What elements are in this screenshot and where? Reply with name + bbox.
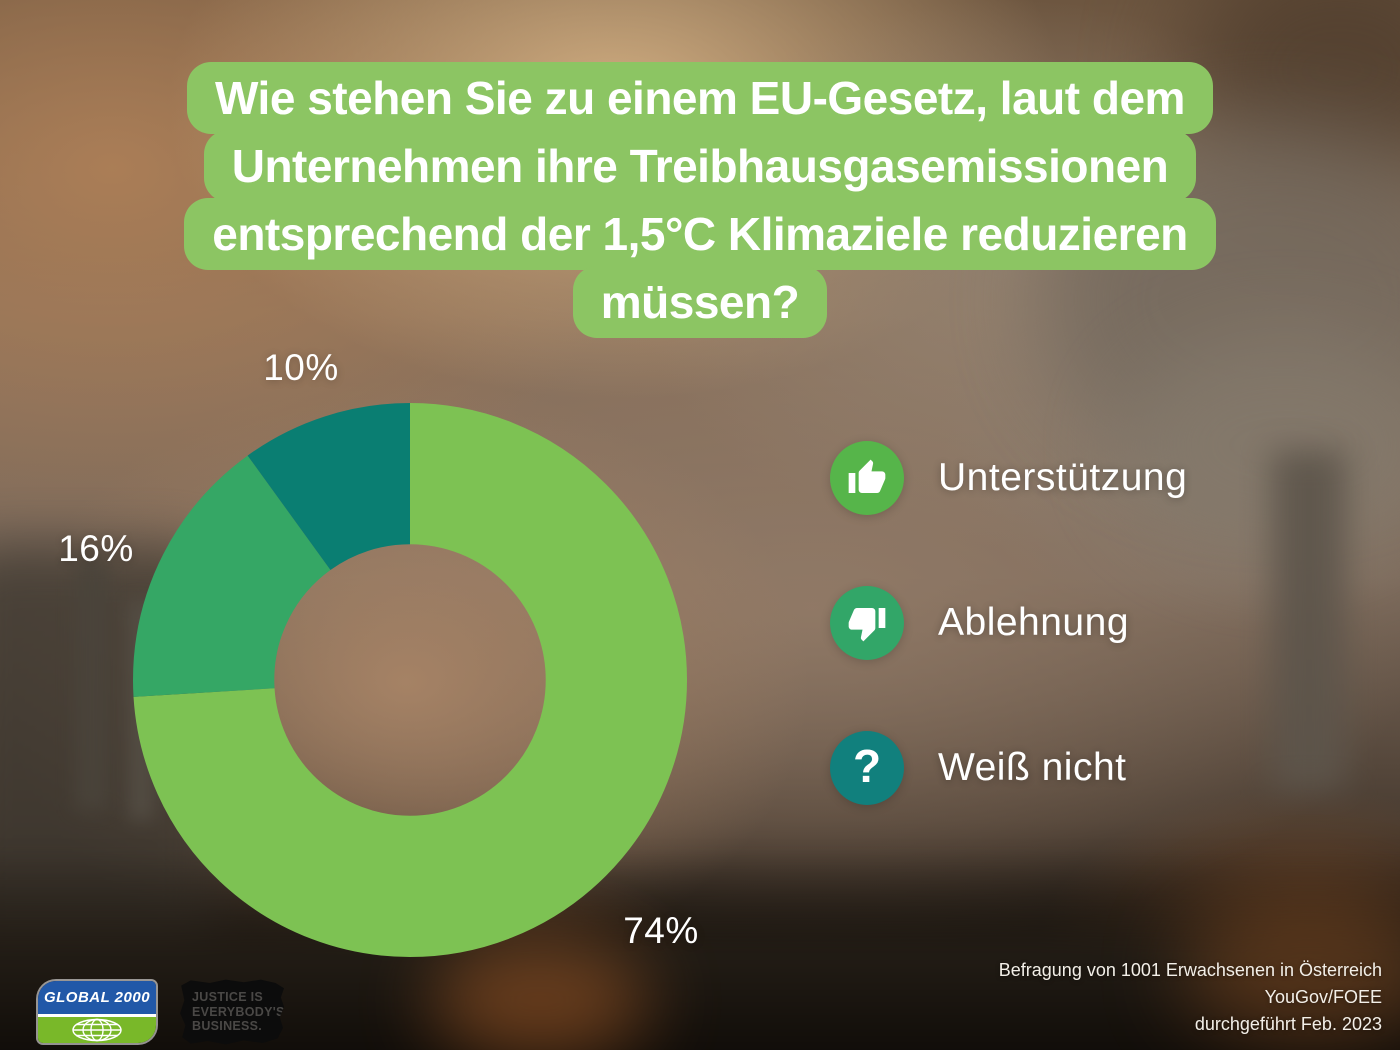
background-smokestack-right (1272, 450, 1346, 790)
source-line-1: Befragung von 1001 Erwachsenen in Österr… (998, 960, 1382, 980)
donut-chart (132, 402, 688, 958)
legend-item-unterstuetzung: Unterstützung (830, 441, 1187, 515)
pct-label-unterstuetzung: 74% (623, 910, 699, 951)
title-line-3: entsprechend der 1,5°C Klimaziele reduzi… (184, 198, 1216, 270)
question-title: Wie stehen Sie zu einem EU-Gesetz, laut … (50, 62, 1350, 338)
title-line-4: müssen? (572, 266, 828, 338)
justice-logo-line-1: JUSTICE IS (192, 990, 264, 1005)
pct-label-ablehnung: 16% (58, 528, 134, 569)
background-smokestack-left-1 (75, 560, 109, 810)
legend-label-unterstuetzung: Unterstützung (938, 456, 1188, 499)
pct-label-weiss-nicht: 10% (263, 347, 339, 388)
legend: Unterstützung Ablehnung ? Weiß nicht (830, 441, 1187, 876)
donut-segment-2 (132, 402, 688, 958)
globe-icon (38, 1017, 156, 1043)
legend-item-ablehnung: Ablehnung (830, 586, 1187, 660)
justice-logo-line-3: BUSINESS. (192, 1019, 263, 1034)
global2000-logo-top: GLOBAL 2000 (38, 981, 156, 1017)
source-line-2: YouGov/FOEE (1264, 987, 1382, 1007)
title-line-2: Unternehmen ihre Treibhausgasemissionen (203, 130, 1197, 202)
thumbs-down-icon (830, 586, 904, 660)
justice-logo: JUSTICE IS EVERYBODY'S BUSINESS. (180, 979, 285, 1045)
legend-label-ablehnung: Ablehnung (938, 601, 1130, 644)
title-line-1: Wie stehen Sie zu einem EU-Gesetz, laut … (187, 62, 1213, 134)
source-text: Befragung von 1001 Erwachsenen in Österr… (999, 957, 1382, 1038)
justice-logo-line-2: EVERYBODY'S (192, 1004, 285, 1019)
thumbs-up-icon (830, 441, 904, 515)
source-line-3: durchgeführt Feb. 2023 (1194, 1014, 1382, 1034)
global2000-logo-text: GLOBAL 2000 (43, 989, 151, 1006)
legend-item-weiss-nicht: ? Weiß nicht (830, 731, 1187, 805)
question-mark-icon: ? (830, 731, 904, 805)
global2000-logo: GLOBAL 2000 (38, 981, 156, 1043)
legend-label-weiss-nicht: Weiß nicht (938, 746, 1127, 789)
